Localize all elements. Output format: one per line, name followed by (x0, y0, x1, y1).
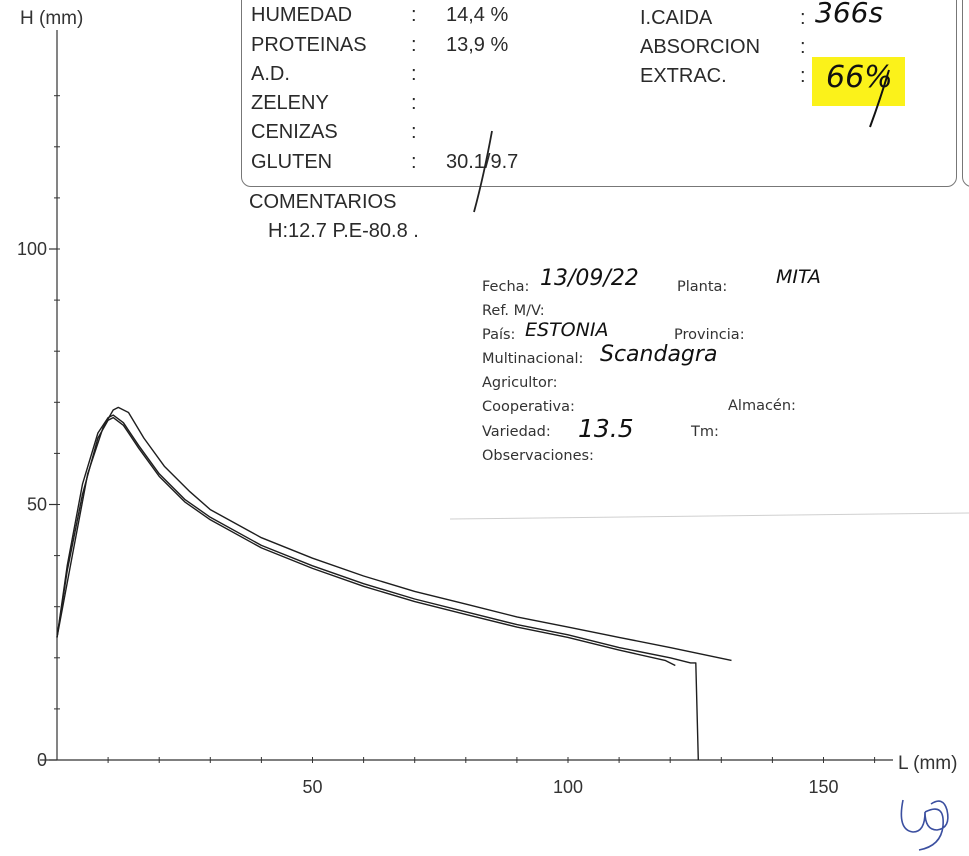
x-axis-title: L (mm) (898, 753, 958, 774)
prop-colon: : (411, 121, 417, 143)
prop-label-absorcion: ABSORCION (640, 36, 761, 58)
prop-label-extrac: EXTRAC. (640, 65, 727, 87)
form-label-almacen: Almacén: (728, 398, 796, 414)
form-label-ref: Ref. M/V: (482, 303, 545, 319)
extraction-highlight (812, 57, 905, 106)
form-label-cooperativa: Cooperativa: (482, 399, 575, 415)
prop-colon: : (411, 151, 417, 173)
form-label-pais: País: (482, 327, 516, 343)
form-value-multinacional: Scandagra (600, 342, 718, 367)
alveograph-curve-3 (56, 406, 732, 662)
y-tick-label: 50 (27, 495, 47, 515)
y-tick-label: 0 (37, 750, 47, 770)
form-label-agricultor: Agricultor: (482, 375, 558, 391)
chart-ticks: 0 50 100 50 100 150 (17, 95, 876, 797)
comentarios-label: COMENTARIOS (249, 191, 397, 213)
prop-label-zeleny: ZELENY (251, 92, 329, 114)
x-tick-label: 150 (808, 777, 838, 797)
prop-label-cenizas: CENIZAS (251, 121, 338, 143)
prop-value-proteinas: 13,9 % (446, 34, 509, 56)
prop-colon: : (411, 92, 417, 114)
prop-value-icaida: 366s (815, 0, 884, 29)
form-label-observaciones: Observaciones: (482, 448, 594, 464)
prop-colon: : (800, 36, 806, 58)
chart-axes (40, 30, 893, 761)
form-value-planta: MITA (776, 266, 821, 288)
x-tick-label: 100 (553, 777, 583, 797)
form-label-provincia: Provincia: (674, 327, 745, 343)
alveograph-curve-2 (56, 416, 676, 667)
prop-value-gluten: 30.1/9.7 (446, 151, 519, 173)
lab-results-box (241, 0, 957, 187)
x-tick-label: 50 (302, 777, 322, 797)
comentarios-text: H:12.7 P.E-80.8 . (268, 220, 419, 242)
form-label-multinacional: Multinacional: (482, 351, 584, 367)
prop-colon: : (800, 65, 806, 87)
form-value-variedad: 13.5 (578, 414, 634, 443)
signature-mark (900, 799, 949, 851)
prop-value-humedad: 14,4 % (446, 4, 509, 26)
form-divider-line (449, 512, 969, 520)
prop-colon: : (800, 7, 806, 29)
prop-label-proteinas: PROTEINAS (251, 34, 367, 56)
gluten-slash-mark (473, 130, 493, 213)
y-axis-title: H (mm) (20, 8, 84, 29)
form-label-variedad: Variedad: (482, 424, 551, 440)
prop-colon: : (411, 63, 417, 85)
extrac-pen-stroke (869, 69, 890, 128)
form-value-pais: ESTONIA (525, 319, 609, 341)
form-value-fecha: 13/09/22 (540, 266, 639, 291)
chart-curves (56, 406, 732, 761)
prop-colon: : (411, 34, 417, 56)
prop-label-gluten: GLUTEN (251, 151, 333, 173)
y-tick-label: 100 (17, 239, 47, 259)
prop-colon: : (411, 4, 417, 26)
form-label-fecha: Fecha: (482, 279, 530, 295)
prop-label-ad: A.D. (251, 63, 290, 85)
form-label-planta: Planta: (677, 279, 728, 295)
prop-label-humedad: HUMEDAD (251, 4, 353, 26)
prop-value-extrac: 66% (826, 60, 893, 95)
alveograph-curve-1 (56, 414, 699, 761)
prop-label-icaida: I.CAIDA (640, 7, 713, 29)
form-label-tm: Tm: (691, 424, 719, 440)
